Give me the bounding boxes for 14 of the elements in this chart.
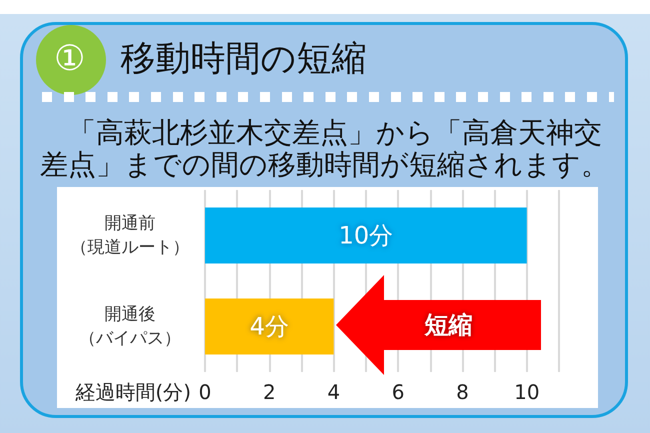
x-tick-label: 2: [262, 380, 276, 404]
data-label: 10分: [338, 222, 394, 250]
x-tick-label: 8: [456, 380, 469, 404]
data-label: 4分: [250, 312, 290, 340]
x-axis-title: 経過時間(分): [74, 380, 191, 404]
x-tick-label: 4: [327, 380, 340, 404]
chart-title: ① 移動時間の短縮: [54, 38, 367, 81]
x-tick-label: 6: [392, 380, 404, 404]
annotation: 短縮: [424, 310, 473, 340]
x-tick-label: 10: [514, 380, 540, 404]
y-tick-label: 開通前（現道ルート）: [70, 214, 190, 258]
x-tick-label: 0: [198, 380, 212, 404]
y-tick-label: 開通後（バイパス）: [79, 304, 181, 348]
chart-subtitle: 「高萩北杉並木交差点」から「高倉天神交差点」までの間の移動時間が短縮されます。: [40, 116, 610, 181]
